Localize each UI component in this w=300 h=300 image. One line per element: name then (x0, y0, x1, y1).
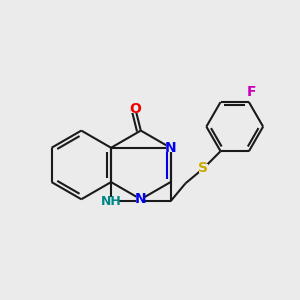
Text: N: N (135, 192, 147, 206)
Bar (104, 197, 118, 206)
Bar (131, 105, 140, 113)
Text: NH: NH (101, 195, 122, 208)
Bar (136, 195, 145, 203)
Bar (248, 88, 255, 95)
Bar (199, 164, 208, 172)
Text: F: F (247, 85, 256, 99)
Text: O: O (130, 102, 141, 116)
Text: S: S (198, 161, 208, 176)
Bar (166, 144, 175, 152)
Text: N: N (165, 141, 176, 155)
